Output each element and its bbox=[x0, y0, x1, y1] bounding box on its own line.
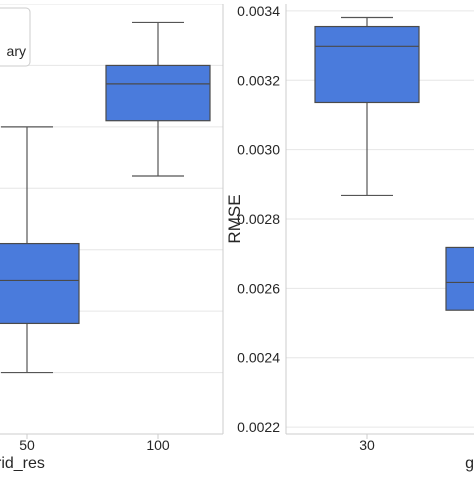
x-tick-label: 30 bbox=[359, 437, 375, 453]
y-tick-label: 0.0026 bbox=[237, 280, 280, 296]
y-tick-label: 0.0024 bbox=[237, 350, 280, 366]
right-x-axis-label: gri bbox=[465, 455, 474, 472]
box-iqr bbox=[105, 64, 211, 122]
legend-entry-label: ary bbox=[7, 43, 26, 59]
left-chart-panel: ary 50 100 grid_res bbox=[0, 4, 224, 472]
y-tick-label: 0.0022 bbox=[237, 419, 280, 435]
x-tick-label: 100 bbox=[146, 437, 170, 453]
right-chart-panel: 0.0022 0.0024 0.0026 0.0028 0.0030 0.0032 0.00… bbox=[225, 3, 474, 472]
left-x-axis-label: grid_res bbox=[0, 455, 45, 472]
box-iqr bbox=[314, 25, 420, 104]
y-tick-label: 0.0032 bbox=[237, 72, 280, 88]
y-tick-label: 0.0030 bbox=[237, 142, 280, 158]
legend-box bbox=[0, 7, 31, 67]
box-iqr bbox=[0, 242, 80, 325]
box-iqr bbox=[445, 246, 474, 311]
x-tick-label: 50 bbox=[19, 437, 35, 453]
y-tick-label: 0.0034 bbox=[237, 3, 280, 19]
right-y-axis-label: RMSE bbox=[225, 194, 244, 243]
y-tick-label: 0.0028 bbox=[237, 211, 280, 227]
